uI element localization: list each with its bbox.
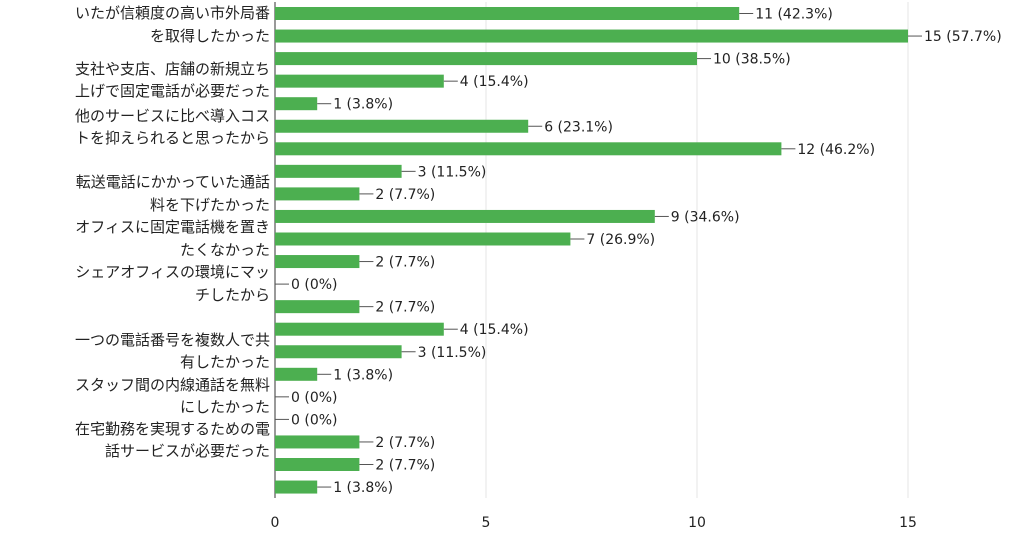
category-label: オフィスに固定電話機を置き [75, 218, 270, 236]
bar [275, 345, 402, 359]
data-label: 7 (26.9%) [586, 232, 655, 248]
category-label: たくなかった [180, 241, 270, 259]
data-label: 0 (0%) [291, 277, 338, 293]
category-label: 支社や支店、店舗の新規立ち [75, 60, 270, 78]
bar [275, 187, 360, 201]
data-label: 0 (0%) [291, 412, 338, 428]
data-label: 3 (11.5%) [418, 345, 487, 361]
data-label: 2 (7.7%) [375, 187, 435, 203]
data-label: 11 (42.3%) [755, 7, 833, 23]
bars: 11 (42.3%) 15 (57.7%) 10 (38.5%) 4 (15.4%) 1… [275, 7, 1002, 496]
category-label: いたが信頼度の高い市外局番 [75, 4, 270, 22]
data-label: 12 (46.2%) [797, 142, 875, 158]
category-label: チしたから [195, 286, 270, 304]
bar [275, 255, 360, 269]
data-label: 4 (15.4%) [460, 322, 529, 338]
bar [275, 480, 318, 494]
x-tick-label: 5 [482, 515, 491, 531]
bar [275, 74, 444, 88]
x-axis-ticks: 0 5 10 15 [271, 515, 917, 531]
data-label: 6 (23.1%) [544, 119, 613, 135]
category-label: にしたかった [180, 398, 270, 416]
x-tick-label: 0 [271, 515, 280, 531]
category-label: 上げで固定電話が必要だった [75, 82, 270, 100]
data-label: 15 (57.7%) [924, 29, 1002, 45]
bar [275, 435, 360, 449]
data-label: 9 (34.6%) [671, 209, 740, 225]
category-label: 一つの電話番号を複数人で共 [75, 331, 270, 349]
category-label: を取得したかった [150, 27, 270, 45]
data-label: 1 (3.8%) [333, 97, 393, 113]
data-label: 10 (38.5%) [713, 52, 791, 68]
data-label: 0 (0%) [291, 390, 338, 406]
bar [275, 119, 529, 133]
bar [275, 7, 740, 20]
category-label: 料を下げたかった [150, 196, 270, 214]
category-label: 他のサービスに比べ導入コス [75, 107, 270, 125]
category-label: 在宅勤務を実現するための電 [75, 420, 270, 438]
data-label: 1 (3.8%) [333, 480, 393, 496]
bar [275, 29, 908, 43]
bar [275, 164, 402, 178]
category-label: シェアオフィスの環境にマッ [75, 263, 270, 281]
bar [275, 52, 697, 66]
bar [275, 209, 655, 223]
bar [275, 300, 360, 314]
x-tick-label: 10 [688, 515, 706, 531]
category-label: 転送電話にかかっていた通話 [76, 173, 270, 191]
data-label: 1 (3.8%) [333, 367, 393, 383]
bar [275, 232, 571, 246]
bar [275, 97, 318, 111]
data-label: 2 (7.7%) [375, 300, 435, 316]
data-label: 2 (7.7%) [375, 435, 435, 451]
category-label: スタッフ間の内線通話を無料 [75, 376, 270, 394]
category-label: 話サービスが必要だった [105, 442, 270, 460]
data-label: 2 (7.7%) [375, 255, 435, 271]
x-tick-label: 15 [899, 515, 917, 531]
data-label: 4 (15.4%) [460, 74, 529, 90]
category-label: トを抑えられると思ったから [75, 129, 270, 147]
bar [275, 322, 444, 336]
category-labels: いたが信頼度の高い市外局番を取得したかった支社や支店、店舗の新規立ち上げで固定電… [75, 4, 270, 460]
data-label: 3 (11.5%) [418, 164, 487, 180]
category-label: 有したかった [180, 353, 270, 371]
data-label: 2 (7.7%) [375, 458, 435, 474]
bar [275, 142, 782, 156]
bar [275, 458, 360, 471]
bar [275, 367, 318, 381]
